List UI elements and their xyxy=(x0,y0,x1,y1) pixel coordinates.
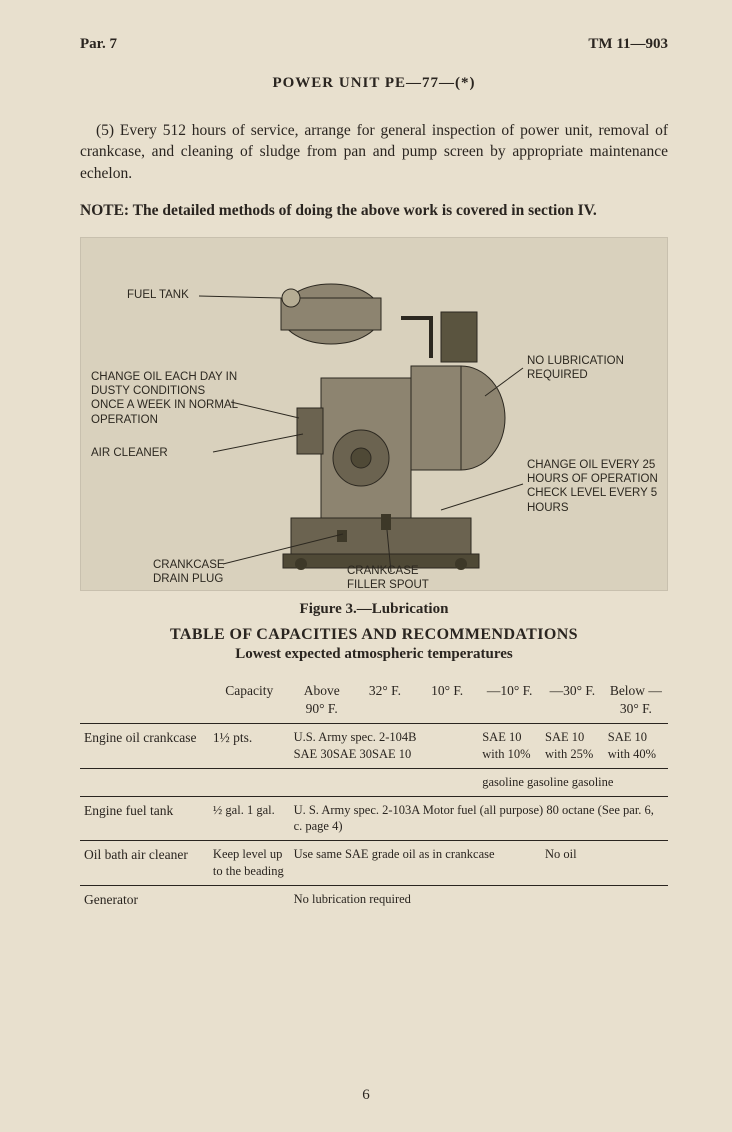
note-text: NOTE: The detailed methods of doing the … xyxy=(80,200,668,221)
row-val-below30f: SAE 10 with 40% xyxy=(604,723,668,768)
table-row: Engine oil crankcase 1½ pts. U.S. Army s… xyxy=(80,723,668,768)
page-header: Par. 7 TM 11—903 xyxy=(80,36,668,53)
capacity-table: Capacity Above 90° F. 32° F. 10° F. —10°… xyxy=(80,677,668,915)
col-head-temp-0: Above 90° F. xyxy=(290,677,354,724)
table-header-row: Capacity Above 90° F. 32° F. 10° F. —10°… xyxy=(80,677,668,724)
row-text: Use same SAE grade oil as in crankcase xyxy=(290,841,541,886)
label-fuel-tank: FUEL TANK xyxy=(127,288,189,302)
label-no-lubrication: NO LUBRICATION REQUIRED xyxy=(527,354,647,383)
row-label: Oil bath air cleaner xyxy=(80,841,209,886)
body-paragraph: (5) Every 512 hours of service, arrange … xyxy=(80,120,668,184)
figure-panel: FUEL TANK CHANGE OIL EACH DAY IN DUSTY C… xyxy=(80,237,668,591)
label-crankcase-drain: CRANKCASE DRAIN PLUG xyxy=(153,558,243,587)
table-row: Oil bath air cleaner Keep level up to th… xyxy=(80,841,668,886)
row-val-10f: SAE 10 with 10% xyxy=(478,723,541,768)
paragraph-number: (5) xyxy=(96,122,114,139)
document-page: Par. 7 TM 11—903 POWER UNIT PE—77—(*) (5… xyxy=(0,0,732,946)
label-air-cleaner: AIR CLEANER xyxy=(91,446,211,460)
row-text: No lubrication required xyxy=(290,886,668,915)
col-head-temp-2: 10° F. xyxy=(416,677,478,724)
row-capacity: Keep level up to the beading xyxy=(209,841,290,886)
table-row: Engine fuel tank ½ gal. 1 gal. U. S. Arm… xyxy=(80,796,668,841)
label-crankcase-filler: CRANKCASE FILLER SPOUT xyxy=(347,564,447,593)
row-label: Engine fuel tank xyxy=(80,796,209,841)
row-spec: U.S. Army spec. 2-104B SAE 30SAE 30SAE 1… xyxy=(290,723,479,768)
figure-caption: Figure 3.—Lubrication xyxy=(80,601,668,618)
table-row: Generator No lubrication required xyxy=(80,886,668,915)
row-capacity: 1½ pts. xyxy=(209,723,290,768)
gasoline-note: gasoline gasoline gasoline xyxy=(478,768,668,796)
row-last: No oil xyxy=(541,841,668,886)
paragraph-text: Every 512 hours of service, arrange for … xyxy=(80,122,668,182)
col-head-temp-5: Below —30° F. xyxy=(604,677,668,724)
table-title: TABLE OF CAPACITIES AND RECOMMENDATIONS xyxy=(80,626,668,644)
col-head-temp-3: —10° F. xyxy=(478,677,541,724)
row-text: U. S. Army spec. 2-103A Motor fuel (all … xyxy=(290,796,668,841)
label-change-oil-25hrs: CHANGE OIL EVERY 25 HOURS OF OPERATION C… xyxy=(527,458,667,516)
page-number: 6 xyxy=(0,1087,732,1104)
row-label: Generator xyxy=(80,886,209,915)
col-head-temp-4: —30° F. xyxy=(541,677,604,724)
table-subtitle: Lowest expected atmospheric temperatures xyxy=(80,646,668,663)
row-capacity: ½ gal. 1 gal. xyxy=(209,796,290,841)
col-head-capacity: Capacity xyxy=(209,677,290,724)
header-manual-ref: TM 11—903 xyxy=(588,36,668,53)
row-label: Engine oil crankcase xyxy=(80,723,209,768)
table-row-gasoline: gasoline gasoline gasoline xyxy=(80,768,668,796)
document-title: POWER UNIT PE—77—(*) xyxy=(80,75,668,92)
row-val-30f: SAE 10 with 25% xyxy=(541,723,604,768)
header-paragraph-ref: Par. 7 xyxy=(80,36,117,53)
label-change-oil-daily: CHANGE OIL EACH DAY IN DUSTY CONDITIONS … xyxy=(91,370,241,428)
col-head-temp-1: 32° F. xyxy=(354,677,416,724)
